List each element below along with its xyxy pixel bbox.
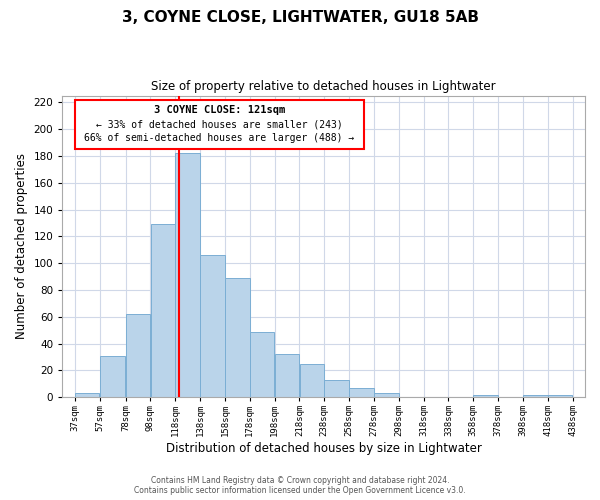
Bar [275,354,299,397]
Bar [75,393,100,397]
Bar [473,394,498,397]
Text: 3 COYNE CLOSE: 121sqm: 3 COYNE CLOSE: 121sqm [154,106,285,116]
Bar [523,394,548,397]
Bar [299,364,324,397]
Text: Contains HM Land Registry data © Crown copyright and database right 2024.
Contai: Contains HM Land Registry data © Crown c… [134,476,466,495]
Bar [250,332,274,397]
Bar [349,388,374,397]
Bar [126,314,150,397]
Y-axis label: Number of detached properties: Number of detached properties [15,154,28,340]
Text: 3, COYNE CLOSE, LIGHTWATER, GU18 5AB: 3, COYNE CLOSE, LIGHTWATER, GU18 5AB [121,10,479,25]
FancyBboxPatch shape [75,100,364,149]
Bar [548,394,572,397]
Title: Size of property relative to detached houses in Lightwater: Size of property relative to detached ho… [151,80,496,93]
Bar [325,380,349,397]
Bar [200,255,225,397]
Bar [100,356,125,397]
Bar [175,153,200,397]
Text: ← 33% of detached houses are smaller (243): ← 33% of detached houses are smaller (24… [96,120,343,130]
Bar [374,393,398,397]
Text: 66% of semi-detached houses are larger (488) →: 66% of semi-detached houses are larger (… [84,134,355,143]
Bar [225,278,250,397]
X-axis label: Distribution of detached houses by size in Lightwater: Distribution of detached houses by size … [166,442,482,455]
Bar [151,224,175,397]
